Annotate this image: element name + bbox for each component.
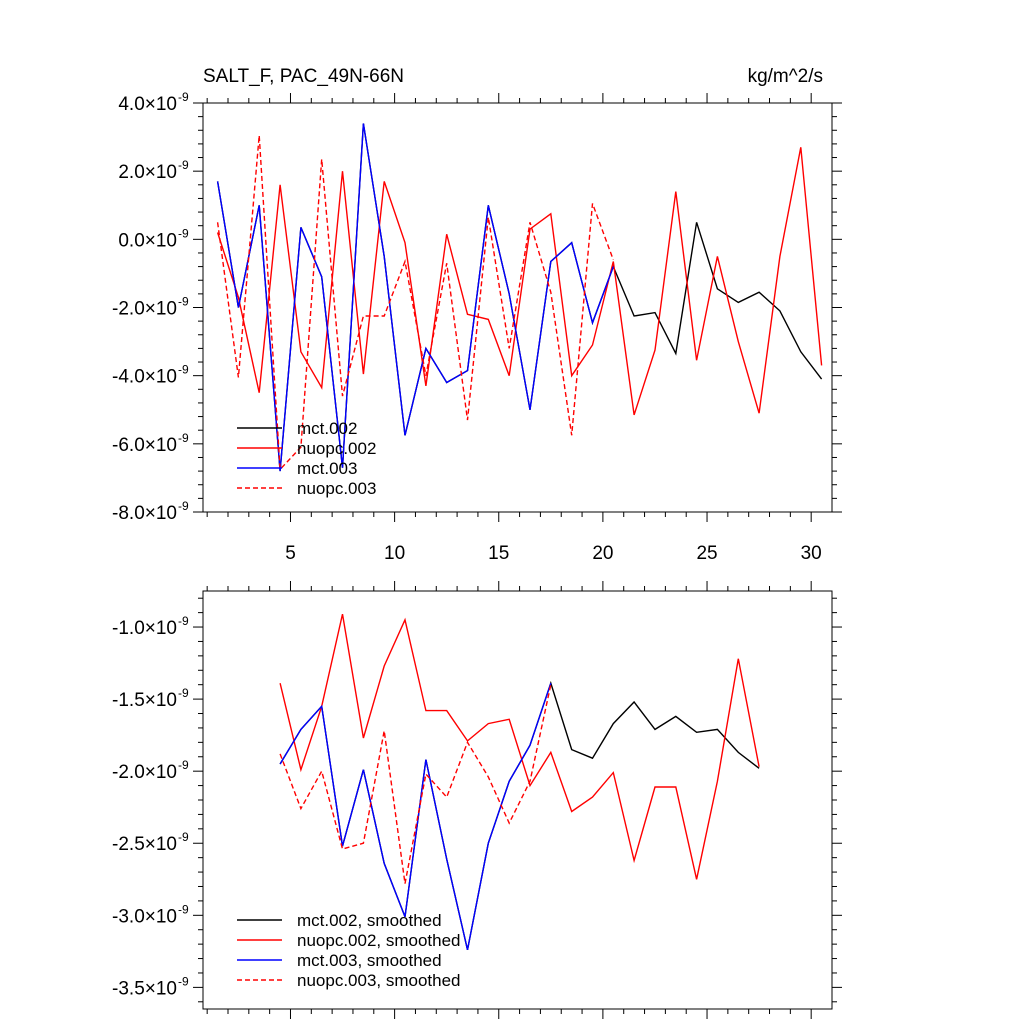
units-label: kg/m^2/s [748, 66, 823, 87]
y-tick-label: -2.0×10 [112, 299, 177, 320]
y-tick-label: 0.0×10 [118, 230, 177, 251]
y-tick-exponent: -9 [178, 363, 189, 377]
x-tick-label: 10 [384, 543, 405, 564]
y-tick-label: -1.5×10 [112, 690, 177, 711]
y-tick-label: 4.0×10 [118, 94, 177, 115]
y-tick-exponent: -9 [178, 614, 189, 628]
x-tick-label: 25 [696, 543, 717, 564]
legend-label: mct.002, smoothed [297, 911, 442, 930]
y-tick-exponent: -9 [178, 902, 189, 916]
y-tick-label: -4.0×10 [112, 367, 177, 388]
y-tick-exponent: -9 [178, 830, 189, 844]
series-line-1 [279, 613, 760, 880]
y-tick-exponent: -9 [178, 90, 189, 104]
series-line-2 [279, 682, 552, 951]
legend-label: nuopc.002, smoothed [297, 931, 461, 950]
series-line-0 [279, 680, 760, 951]
y-tick-exponent: -9 [178, 758, 189, 772]
panel-title: SALT_F, PAC_49N-66N [203, 66, 404, 87]
y-tick-label: -1.0×10 [112, 618, 177, 639]
y-tick-exponent: -9 [178, 431, 189, 445]
series-line-3 [216, 135, 614, 472]
y-tick-exponent: -9 [178, 974, 189, 988]
y-tick-exponent: -9 [178, 686, 189, 700]
y-tick-label: -3.5×10 [112, 978, 177, 999]
top-panel: SALT_F, PAC_49N-66N kg/m^2/s 5 10 15 20 25 30… [112, 66, 842, 564]
series-line-2 [216, 123, 614, 472]
y-tick-label: -8.0×10 [112, 503, 177, 524]
legend-label: mct.003 [297, 459, 357, 478]
series-line-1 [216, 147, 823, 416]
legend-label: nuopc.003, smoothed [297, 971, 461, 990]
x-tick-label: 30 [801, 543, 822, 564]
legend-label: nuopc.002 [297, 439, 376, 458]
legend-label: mct.002 [297, 419, 357, 438]
x-tick-label: 15 [488, 543, 509, 564]
y-tick-label: -3.0×10 [112, 906, 177, 927]
x-tick-label: 5 [285, 543, 296, 564]
y-tick-exponent: -9 [178, 158, 189, 172]
y-tick-label: -2.5×10 [112, 834, 177, 855]
y-tick-exponent: -9 [178, 226, 189, 240]
x-tick-label: 20 [592, 543, 613, 564]
bottom-panel: -1.0×10 -9-1.5×10 -9-2.0×10 -9-2.5×10 -9-3.0… [112, 581, 842, 1019]
y-tick-label: -6.0×10 [112, 435, 177, 456]
series-line-3 [279, 684, 552, 884]
legend-label: mct.003, smoothed [297, 951, 442, 970]
y-tick-label: 2.0×10 [118, 162, 177, 183]
y-tick-exponent: -9 [178, 499, 189, 513]
legend-label: nuopc.003 [297, 479, 376, 498]
y-tick-exponent: -9 [178, 295, 189, 309]
y-tick-label: -2.0×10 [112, 762, 177, 783]
